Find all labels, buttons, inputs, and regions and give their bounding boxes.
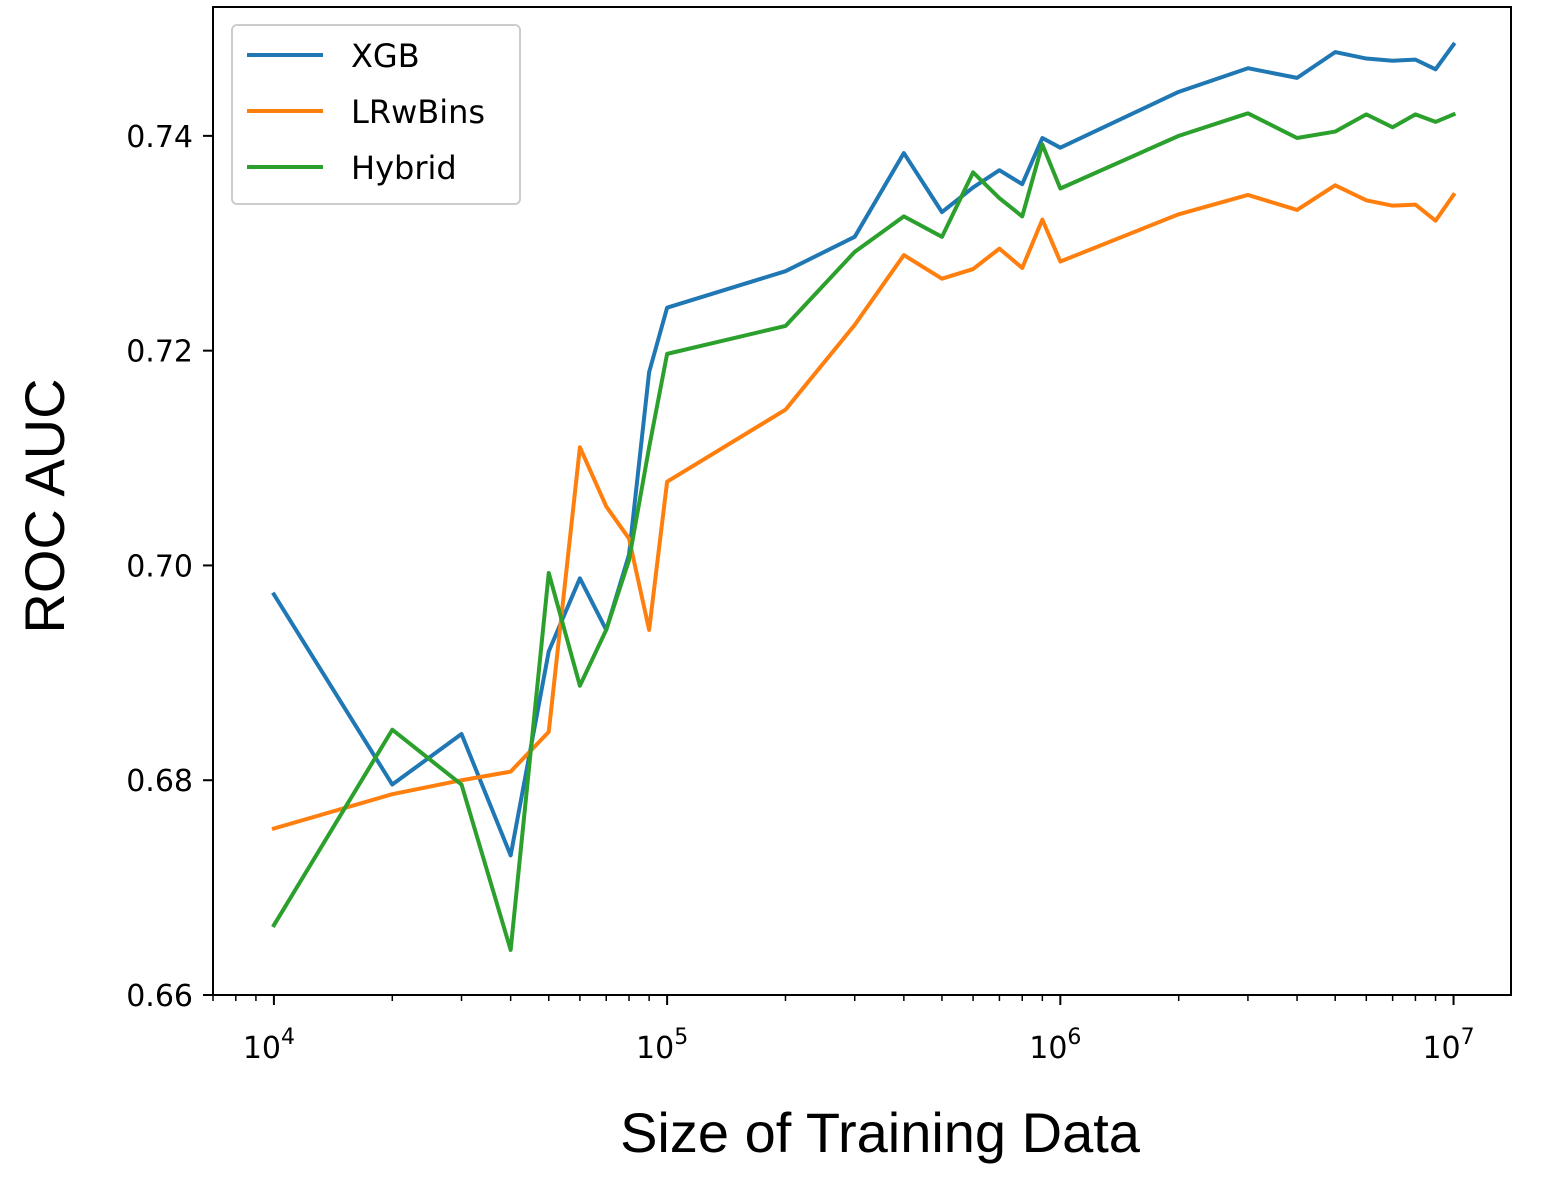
legend-label-xgb: XGB	[351, 37, 420, 75]
y-tick-label: 0.68	[126, 764, 193, 799]
x-tick-label: 106	[1029, 1025, 1081, 1066]
y-tick-label: 0.74	[126, 120, 193, 155]
x-tick-label: 105	[636, 1025, 688, 1066]
legend-label-hybrid: Hybrid	[351, 149, 457, 187]
y-tick-label: 0.66	[126, 979, 193, 1014]
x-tick-label: 107	[1422, 1025, 1474, 1066]
x-axis-title: Size of Training Data	[620, 1101, 1141, 1164]
series-line-xgb	[271, 41, 1457, 858]
y-axis-title: ROC AUC	[13, 378, 76, 633]
plot-frame	[212, 6, 1512, 996]
y-tick-label: 0.70	[126, 549, 193, 584]
legend-box	[231, 24, 521, 205]
legend-label-lrwbins: LRwBins	[351, 93, 485, 131]
ticks-layer: 0.66 0.68 0.70 0.72 0.74 104 105 106 107	[126, 120, 1474, 1066]
series-line-hybrid	[271, 111, 1457, 952]
legend: XGB LRwBins Hybrid	[231, 24, 521, 205]
series-layer	[271, 41, 1457, 952]
series-line-lrwbins	[271, 183, 1457, 832]
x-tick-label: 104	[243, 1025, 295, 1066]
y-tick-label: 0.72	[126, 335, 193, 370]
